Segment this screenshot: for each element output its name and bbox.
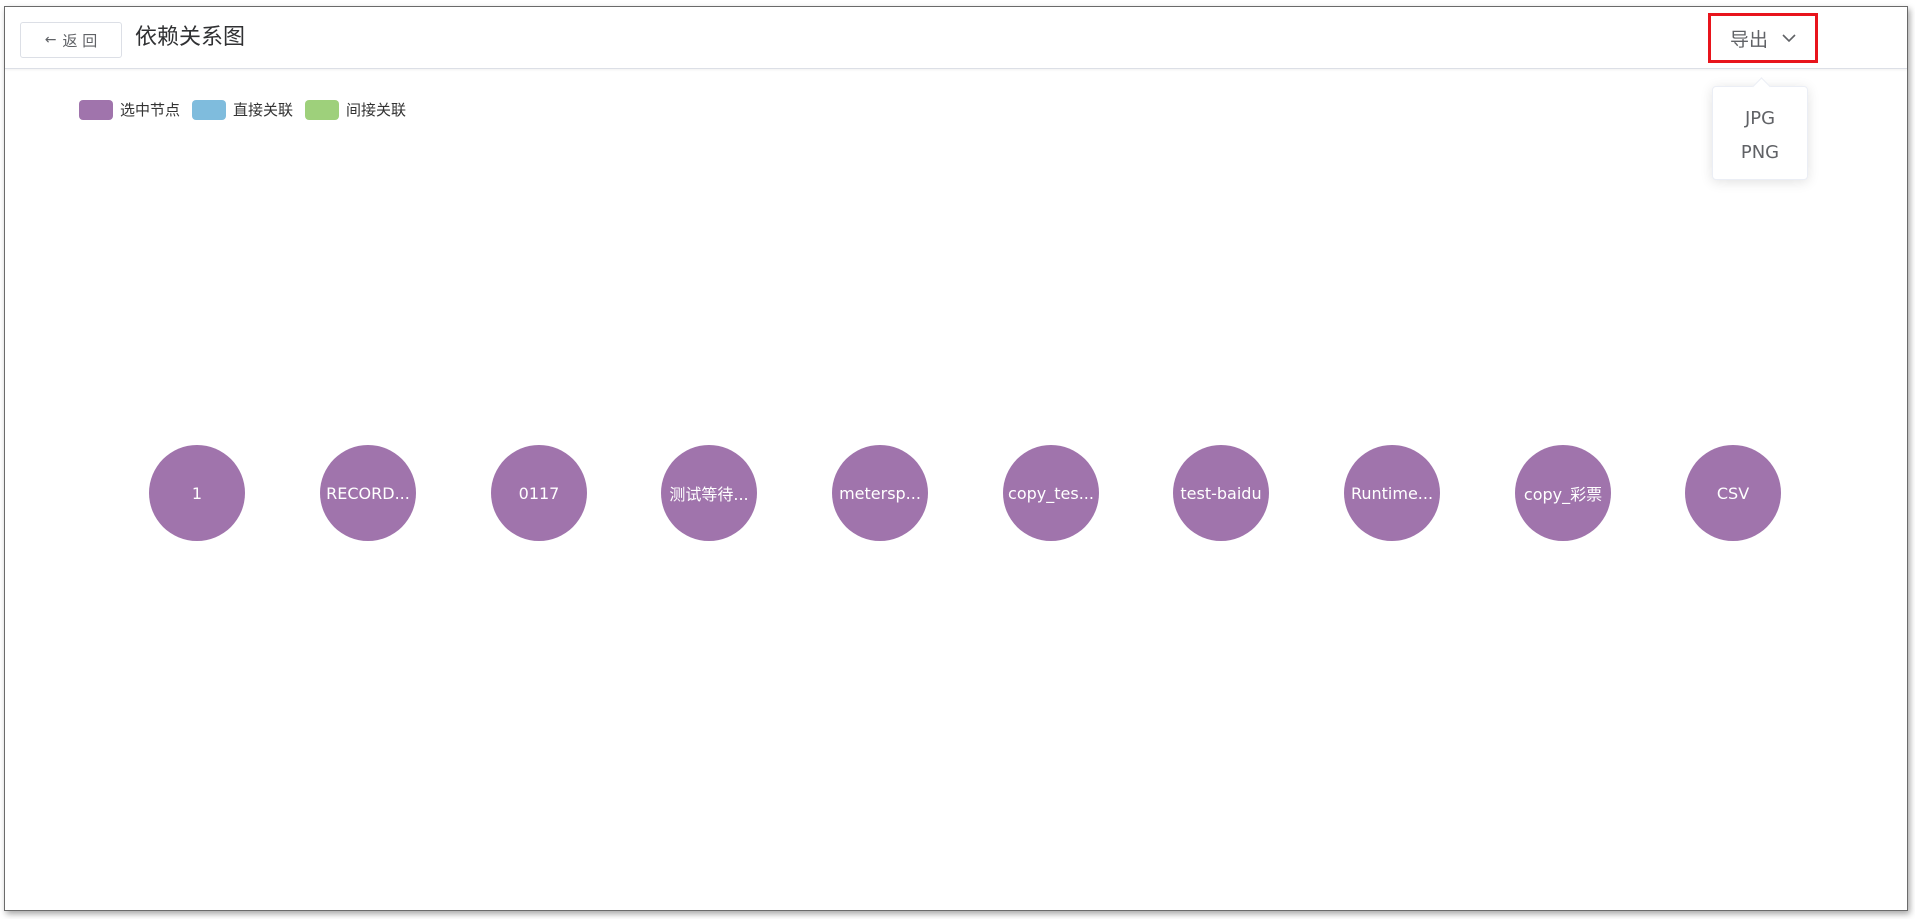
dependency-graph-window: ← 返 回 依赖关系图 导出 JPG PNG 选中节点 直接关联 间接关联 <box>4 6 1908 911</box>
graph-node[interactable]: Runtime... <box>1344 445 1440 541</box>
header-bar: ← 返 回 依赖关系图 导出 <box>5 7 1907 69</box>
graph-canvas: 1 RECORD... 0117 测试等待... metersp... copy… <box>5 7 1909 912</box>
legend-swatch-indirect <box>305 99 340 120</box>
back-button[interactable]: ← 返 回 <box>20 22 122 58</box>
arrow-left-icon: ← <box>44 32 57 48</box>
graph-node[interactable]: 1 <box>149 445 245 541</box>
export-png-option[interactable]: PNG <box>1740 142 1780 163</box>
chevron-down-icon <box>1782 33 1796 43</box>
export-button-label: 导出 <box>1729 28 1768 51</box>
back-button-label: 返 回 <box>62 31 98 50</box>
export-dropdown-button[interactable]: 导出 <box>1708 13 1818 63</box>
graph-node[interactable]: 测试等待... <box>661 445 757 541</box>
graph-node[interactable]: copy_tes... <box>1003 445 1099 541</box>
graph-node[interactable]: copy_彩票 <box>1515 445 1611 541</box>
legend-item-direct[interactable]: 直接关联 <box>192 99 293 120</box>
export-menu: JPG PNG <box>1712 86 1808 180</box>
legend-item-indirect[interactable]: 间接关联 <box>305 99 406 120</box>
graph-node[interactable]: test-baidu <box>1173 445 1269 541</box>
legend-label: 选中节点 <box>120 101 181 119</box>
graph-node[interactable]: CSV <box>1685 445 1781 541</box>
graph-node[interactable]: RECORD... <box>320 445 416 541</box>
legend-item-selected[interactable]: 选中节点 <box>79 99 180 120</box>
export-jpg-option[interactable]: JPG <box>1744 108 1776 129</box>
legend-swatch-selected <box>79 99 113 120</box>
legend-label: 直接关联 <box>233 101 294 119</box>
legend: 选中节点 直接关联 间接关联 <box>79 99 406 120</box>
page-title: 依赖关系图 <box>135 25 246 50</box>
legend-swatch-direct <box>192 99 227 120</box>
graph-node[interactable]: metersp... <box>832 445 928 541</box>
legend-label: 间接关联 <box>346 101 407 119</box>
graph-node[interactable]: 0117 <box>491 445 587 541</box>
